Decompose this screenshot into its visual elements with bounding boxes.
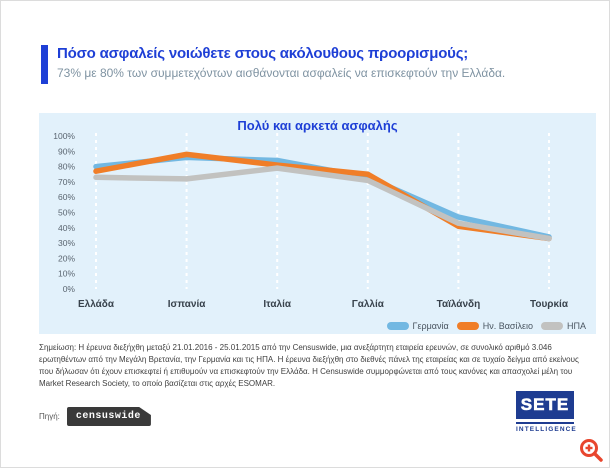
x-axis-label: Ταϊλάνδη [437,299,481,310]
title-accent-bar [41,45,48,84]
legend-label: Γερμανία [412,321,449,331]
y-axis-tick: 0% [63,284,76,294]
legend-swatch [386,322,409,330]
sete-logo: SETE INTELLIGENCE [516,391,577,433]
chart-title: Πολύ και αρκετά ασφαλής [237,118,398,133]
footnote-text: Σημείωση: Η έρευνα διεξήχθη μεταξύ 21.01… [39,343,579,388]
y-axis-tick: 20% [58,253,75,263]
x-axis-label: Ιταλία [263,299,291,310]
zoom-in-icon[interactable] [578,437,604,463]
line-chart: 100% 90% 80% 70% 60% 50% 40% 30% 20% 10% 0%Ελλάδα Ι… [53,131,569,310]
page-subtitle: 73% με 80% των συμμετεχόντων αισθάνονται… [57,66,506,80]
x-axis-label: Τουρκία [530,299,569,310]
x-axis-label: Ισπανία [168,299,206,310]
y-axis-tick: 40% [58,223,75,233]
y-axis-tick: 90% [58,146,75,156]
legend-item: ΗΠΑ [540,321,586,331]
x-axis-label: Ελλάδα [78,299,115,310]
source-row: Πηγή: censuswide [39,407,151,426]
series-line-ΗΠΑ [93,165,552,242]
censuswide-logo: censuswide [66,407,151,426]
sete-logo-divider [516,422,574,424]
y-axis-tick: 10% [58,269,75,279]
y-axis-tick: 60% [58,192,75,202]
chart-panel: 100% 90% 80% 70% 60% 50% 40% 30% 20% 10% 0% Ελλάδα Ι… [39,113,596,334]
legend-swatch [540,322,563,330]
sete-logo-text: SETE [516,391,574,419]
y-axis-tick: 100% [53,131,75,141]
sete-logo-subtext: INTELLIGENCE [516,426,577,433]
y-axis-tick: 80% [58,162,75,172]
source-label: Πηγή: [39,412,60,421]
y-axis-tick: 30% [58,238,75,248]
legend-label: ΗΠΑ [566,321,586,331]
chart-legend: Γερμανία Ην. Βασίλειο ΗΠΑ [386,321,586,331]
page-title: Πόσο ασφαλείς νοιώθετε στους ακόλουθους … [57,45,469,62]
y-axis-tick: 70% [58,177,75,187]
legend-item: Γερμανία [386,321,449,331]
x-axis-label: Γαλλία [352,299,385,310]
legend-swatch [456,322,479,330]
y-axis-tick: 50% [58,208,75,218]
legend-label: Ην. Βασίλειο [482,321,533,331]
legend-item: Ην. Βασίλειο [456,321,533,331]
